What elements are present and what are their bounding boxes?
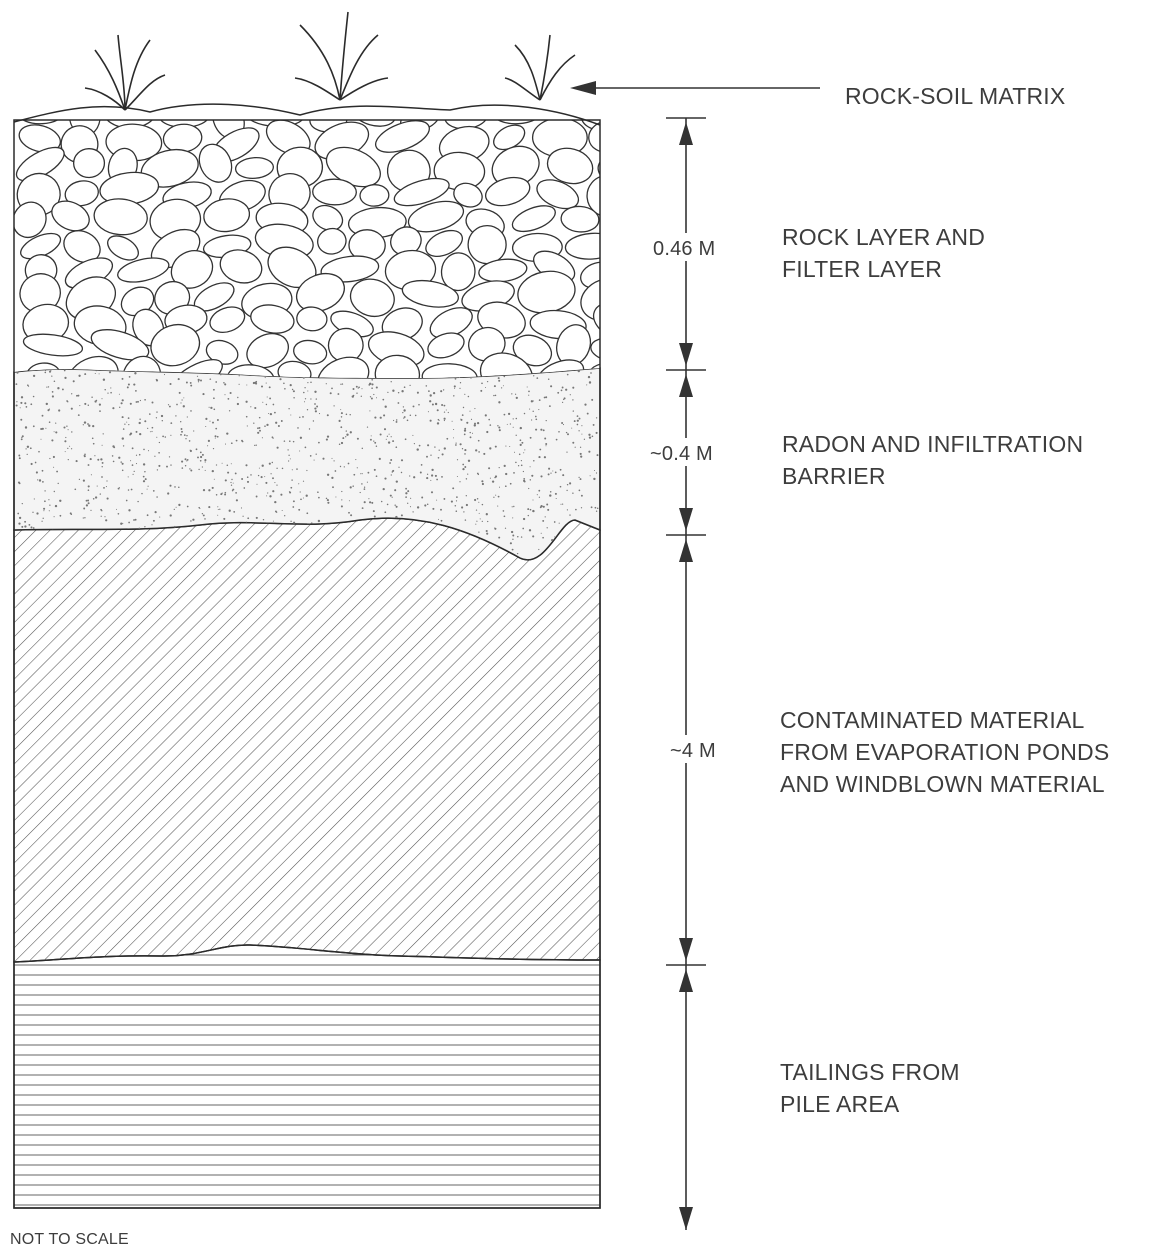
rock-shape	[296, 306, 328, 332]
rock-shape	[107, 235, 139, 261]
rock-shape	[586, 174, 600, 218]
plant-icon	[294, 11, 389, 101]
rock-shape	[198, 143, 233, 183]
rock-shape	[511, 205, 556, 233]
rock-shape	[485, 176, 531, 207]
rock-shape	[51, 200, 90, 232]
dim-contaminated: ~4 M	[670, 740, 716, 762]
rock-shape	[375, 120, 430, 153]
rock-texture	[14, 120, 654, 378]
rock-shape	[117, 257, 170, 283]
rock-shape	[64, 180, 99, 207]
rock-shape	[63, 230, 101, 263]
not-to-scale-note: NOT TO SCALE	[10, 1231, 129, 1248]
rock-shape	[90, 329, 150, 361]
rock-shape	[588, 120, 600, 153]
rock-shape	[170, 250, 214, 289]
rock-shape	[374, 354, 421, 378]
rock-shape	[592, 301, 600, 343]
rock-shape	[18, 124, 61, 153]
tailings-layer	[13, 944, 601, 1209]
dim-radon-barrier: ~0.4 M	[650, 443, 713, 465]
rock-shape	[564, 232, 600, 260]
rock-shape	[401, 279, 459, 308]
rock-shape	[590, 337, 600, 363]
rock-shape	[580, 261, 600, 290]
rock-shape	[440, 252, 476, 292]
contaminated-layer	[13, 517, 601, 963]
rock-shape	[349, 278, 395, 318]
rock-shape	[350, 120, 397, 127]
rock-shape	[18, 120, 66, 125]
rock-shape	[234, 156, 274, 180]
rock-shape	[312, 204, 344, 231]
rock-shape	[72, 148, 106, 179]
label-contaminated: CONTAMINATED MATERIAL FROM EVAPORATION P…	[780, 707, 1116, 797]
rock-shape	[295, 272, 345, 312]
dimension-line	[666, 117, 706, 1230]
rock-shape	[492, 120, 543, 125]
rock-shape	[250, 304, 295, 334]
rock-soil-pointer-arrowhead	[570, 81, 596, 95]
rock-shape	[597, 154, 600, 187]
rock-shape	[546, 147, 594, 185]
rock-shape	[597, 194, 654, 245]
rock-shape	[14, 201, 47, 239]
rock-shape	[93, 198, 148, 236]
rock-shape	[293, 339, 328, 365]
label-rock-soil-matrix: ROCK-SOIL MATRIX	[845, 83, 1065, 109]
rock-shape	[312, 178, 357, 206]
dim-rock-layer: 0.46 M	[653, 238, 715, 260]
rock-shape	[277, 360, 312, 378]
rock-shape	[479, 352, 533, 378]
plant-icon	[84, 34, 166, 111]
rock-shape	[246, 333, 289, 369]
rock-shape	[407, 200, 465, 233]
rock-shape	[203, 198, 251, 233]
label-tailings: TAILINGS FROM PILE AREA	[780, 1059, 966, 1117]
rock-shape	[453, 182, 483, 208]
rock-shape	[393, 177, 450, 207]
rock-shape	[150, 324, 201, 367]
rock-shape	[427, 332, 465, 359]
rock-shape	[317, 356, 370, 378]
rock-shape	[22, 333, 84, 357]
rock-shape	[359, 184, 390, 207]
rock-shape	[317, 227, 347, 255]
rock-shape	[219, 249, 263, 284]
dimension-arrowheads	[679, 122, 693, 1230]
radon-barrier-layer	[13, 367, 601, 561]
label-rock-layer: ROCK LAYER AND FILTER LAYER	[782, 224, 992, 282]
column-outline	[13, 119, 601, 1209]
rock-shape	[560, 205, 600, 233]
rock-shape	[467, 224, 507, 265]
rock-shape	[425, 229, 463, 257]
rock-shape	[209, 306, 246, 334]
rock-shape	[536, 179, 580, 210]
label-radon-barrier: RADON AND INFILTRATION BARRIER	[782, 431, 1090, 489]
plant-icon	[504, 34, 576, 101]
